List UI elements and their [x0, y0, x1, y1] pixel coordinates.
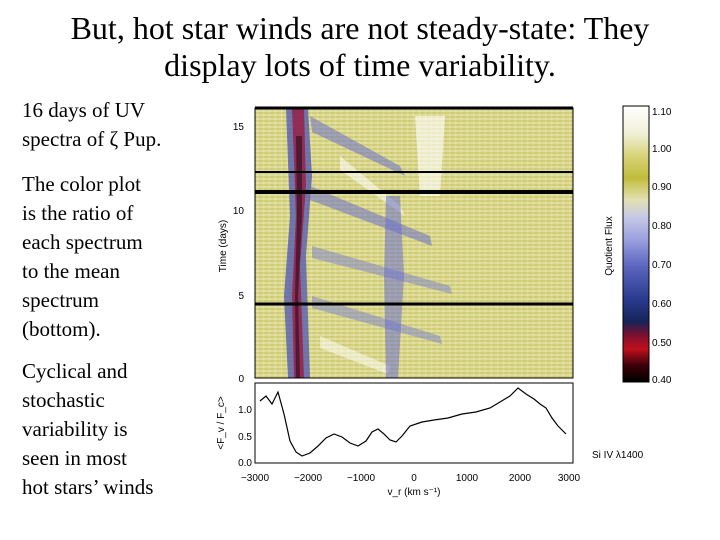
profile-frame: [254, 382, 574, 464]
emission-region: [415, 116, 445, 196]
colorbar-tick-label: 1.00: [652, 144, 672, 155]
caption-uv-spectra: 16 days of UV spectra of ζ Pup.: [22, 96, 161, 154]
emission-streak: [320, 336, 390, 374]
caption-line: 16 days of UV: [22, 98, 146, 122]
colorbar-tick-label: 0.50: [652, 338, 672, 349]
x-tick-label: 3000: [558, 473, 581, 484]
profile-y-tick-label: 0.5: [238, 432, 252, 443]
profile-y-tick-label: 1.0: [238, 405, 252, 416]
caption-line: stochastic: [22, 388, 105, 412]
caption-line: The color plot: [22, 172, 141, 196]
x-axis-label: v_r (km s⁻¹): [387, 487, 440, 498]
x-tick-label: −3000: [241, 473, 270, 484]
colorbar-tick-label: 0.90: [652, 182, 672, 193]
dynamic-y-axis-label: Time (days): [218, 220, 229, 272]
colorbar-label: Quotient Flux: [604, 216, 615, 275]
dynamic-y-axis: 15 10 5 0 Time (days): [218, 122, 244, 385]
mean-profile-line: [259, 387, 567, 457]
dynamic-panel-frame: [254, 107, 574, 379]
caption-line: hot stars’ winds: [22, 475, 154, 499]
title-line-1: But, hot star winds are not steady-state…: [70, 10, 650, 46]
caption-line: variability is: [22, 417, 128, 441]
caption-line: spectra of ζ Pup.: [22, 127, 162, 151]
colorbar-tick-label: 1.10: [652, 107, 672, 118]
caption-line: each spectrum: [22, 230, 143, 254]
y-tick-label: 10: [233, 206, 245, 217]
x-tick-label: 1000: [456, 473, 479, 484]
slide-title: But, hot star winds are not steady-state…: [0, 10, 720, 84]
profile-y-axis: 1.0 0.5 0.0 <F_v / F_c>: [216, 396, 252, 469]
y-tick-label: 5: [238, 291, 244, 302]
mean-profile-panel: [254, 382, 574, 464]
caption-variability: Cyclical and stochastic variability is s…: [22, 357, 153, 502]
caption-line: (bottom).: [22, 317, 101, 341]
colorbar: [622, 105, 650, 383]
dynamic-spectrum-figure: 15 10 5 0 Time (days) 1.0 0.5 0.0 <F_v /…: [216, 105, 672, 498]
profile-y-tick-label: 0.0: [238, 458, 252, 469]
velocity-x-axis: −3000 −2000 −1000 0 1000 2000 3000 v_r (…: [241, 473, 581, 498]
caption-line: Cyclical and: [22, 359, 128, 383]
x-tick-label: 0: [411, 473, 417, 484]
y-tick-label: 0: [238, 374, 244, 385]
colorbar-tick-label: 0.40: [652, 375, 672, 386]
y-tick-label: 15: [233, 122, 245, 133]
colorbar-gradient: [622, 105, 650, 383]
dynamic-spectrum-panel: [254, 106, 574, 379]
discrete-feature: [312, 246, 452, 294]
caption-line: spectrum: [22, 288, 99, 312]
caption-line: seen in most: [22, 446, 127, 470]
absorption-dark-core: [295, 136, 302, 378]
caption-line: to the mean: [22, 259, 120, 283]
x-tick-label: −2000: [294, 473, 323, 484]
x-tick-label: −1000: [347, 473, 376, 484]
line-identification: Si IV λ1400: [592, 450, 644, 461]
colorbar-tick-label: 0.80: [652, 221, 672, 232]
colorbar-tick-label: 0.70: [652, 260, 672, 271]
title-line-2: display lots of time variability.: [164, 47, 556, 83]
discrete-feature: [310, 116, 405, 176]
colorbar-axis: 1.10 1.00 0.90 0.80 0.70 0.60 0.50 0.40 …: [592, 107, 672, 461]
caption-ratio: The color plot is the ratio of each spec…: [22, 170, 143, 344]
discrete-feature: [312, 296, 442, 344]
secondary-band: [384, 196, 404, 378]
profile-y-axis-label: <F_v / F_c>: [216, 396, 227, 450]
caption-line: is the ratio of: [22, 201, 134, 225]
x-tick-label: 2000: [509, 473, 532, 484]
colorbar-tick-label: 0.60: [652, 299, 672, 310]
